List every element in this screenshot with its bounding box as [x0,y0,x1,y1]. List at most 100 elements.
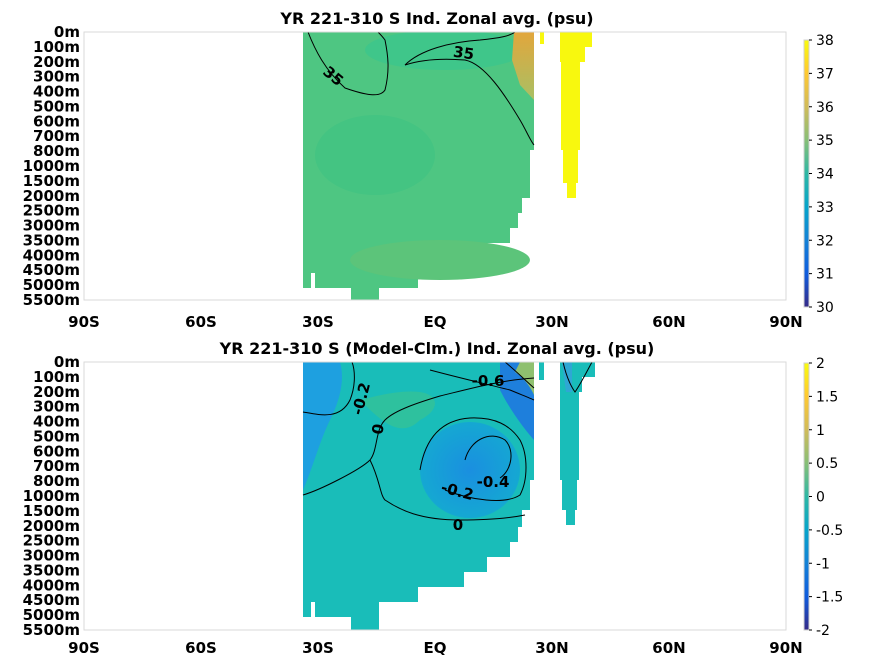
colorbar-tick-label: 36 [816,100,834,116]
y-tick-label: 100m [33,38,80,56]
panel-salinity: YR 221-310 S Ind. Zonal avg. (psu) 35 35… [23,9,834,331]
y-tick-label: 800m [33,142,80,160]
y-tick-label: 400m [33,413,80,431]
x-tick-label: 30S [302,639,334,656]
contour-neg02-b [419,417,527,501]
colorbar-tick-label: 32 [816,233,834,249]
y-tick-label: 300m [33,68,80,86]
y-tick-label: 100m [33,368,80,386]
colorbar-tick-label: -1.5 [816,590,843,606]
y-tick-label: 600m [33,442,80,460]
x-tick-label: 60N [652,639,685,656]
y-tick-label: 1000m [23,487,80,505]
y-tick-label: 500m [33,97,80,115]
y-tick-label: 0m [54,23,80,41]
colorbar-tick-label: 1.5 [816,389,838,405]
y-tick-label: 5000m [23,606,80,624]
y-tick-label: 800m [33,472,80,490]
x-tick-labels: 90S 60S 30S EQ 30N 60N 90N [68,313,803,331]
colorbar-tick-labels: 2 1.5 1 0.5 0 -0.5 -1 -1.5 -2 [809,356,843,639]
y-tick-labels: 0m100m200m300m400m500m600m700m800m1000m1… [23,353,80,639]
x-tick-labels: 90S 60S 30S EQ 30N 60N 90N [68,639,803,656]
panel-salinity-anomaly: YR 221-310 S (Model-Clm.) Ind. Zonal avg… [23,339,844,656]
colorbar-tick-label: 30 [816,300,834,316]
y-tick-label: 2500m [23,202,80,220]
y-tick-label: 5500m [23,291,80,309]
colorbar-tick-labels: 38 37 36 35 34 33 32 31 30 [809,33,834,316]
anomaly-red-sea [560,362,595,525]
salinity-deep-patch [350,240,530,280]
colorbar-tick-label: 31 [816,267,834,283]
contour-zero-b [369,459,526,521]
colorbar-tick-label: 34 [816,167,834,183]
colorbar-tick-label: 37 [816,66,834,82]
y-tick-label: 2500m [23,532,80,550]
contour-redsea [562,362,593,393]
salinity-mid-patch [315,115,435,195]
x-tick-label: 90S [68,639,100,656]
contour-35-north-b [404,32,516,66]
y-tick-label: 4500m [23,261,80,279]
y-tick-label: 4500m [23,591,80,609]
chart-title: YR 221-310 S Ind. Zonal avg. (psu) [279,9,593,28]
y-tick-label: 5000m [23,276,80,294]
x-tick-label: 30N [535,639,568,656]
y-tick-label: 2000m [23,517,80,535]
x-tick-label: 30S [302,313,334,331]
anomaly-field [302,362,595,630]
y-tick-label: 200m [33,53,80,71]
contour-label: 0 [453,516,463,534]
y-tick-label: 1500m [23,172,80,190]
anomaly-green-patch [360,391,435,429]
contour-label: -0.6 [472,372,505,390]
contour-label: 0 [368,422,388,435]
colorbar [804,363,809,630]
y-tick-label: 600m [33,112,80,130]
y-tick-label: 3500m [23,231,80,249]
plot-frame [83,361,787,631]
y-tick-label: 4000m [23,576,80,594]
y-tick-label: 3000m [23,217,80,235]
y-tick-label: 500m [33,427,80,445]
y-tick-label: 2000m [23,187,80,205]
x-tick-label: 60S [185,313,217,331]
y-tick-label: 4000m [23,246,80,264]
contour-35-north [404,58,535,146]
colorbar-tick-label: 0.5 [816,456,838,472]
salinity-field [303,32,592,300]
contour-35-south [307,32,389,96]
contour-label: 35 [452,43,475,64]
colorbar-tick-label: -0.5 [816,523,843,539]
colorbar-tick-label: 38 [816,33,834,49]
contour-arabian [504,362,535,389]
plot-frame [83,31,787,301]
y-tick-label: 700m [33,457,80,475]
contour-neg06 [429,369,535,401]
anomaly-arabian-fresh [500,362,534,440]
y-tick-label: 0m [54,353,80,371]
x-tick-label: 90N [769,313,802,331]
colorbar-tick-label: 1 [816,423,825,439]
contour-neg04 [464,435,512,479]
y-tick-label: 3500m [23,561,80,579]
y-tick-label: 400m [33,83,80,101]
anomaly-central-fresh [420,422,520,518]
y-tick-label: 3000m [23,547,80,565]
anomaly-southwest-fresh [303,362,342,490]
colorbar-tick-label: -2 [816,623,830,639]
x-tick-label: EQ [424,313,447,331]
x-tick-label: 60N [652,313,685,331]
x-tick-label: 30N [535,313,568,331]
y-tick-label: 700m [33,127,80,145]
y-tick-labels: 0m100m200m300m400m500m600m700m800m1000m1… [23,23,80,309]
gulf-patch [540,32,544,44]
colorbar [804,40,809,307]
contour-label: -0.4 [477,473,510,491]
x-tick-label: 60S [185,639,217,656]
y-tick-label: 300m [33,398,80,416]
contour-neg02 [302,362,355,416]
x-tick-label: EQ [424,639,447,656]
x-tick-label: 90N [769,639,802,656]
red-sea-high-salinity [560,32,592,198]
